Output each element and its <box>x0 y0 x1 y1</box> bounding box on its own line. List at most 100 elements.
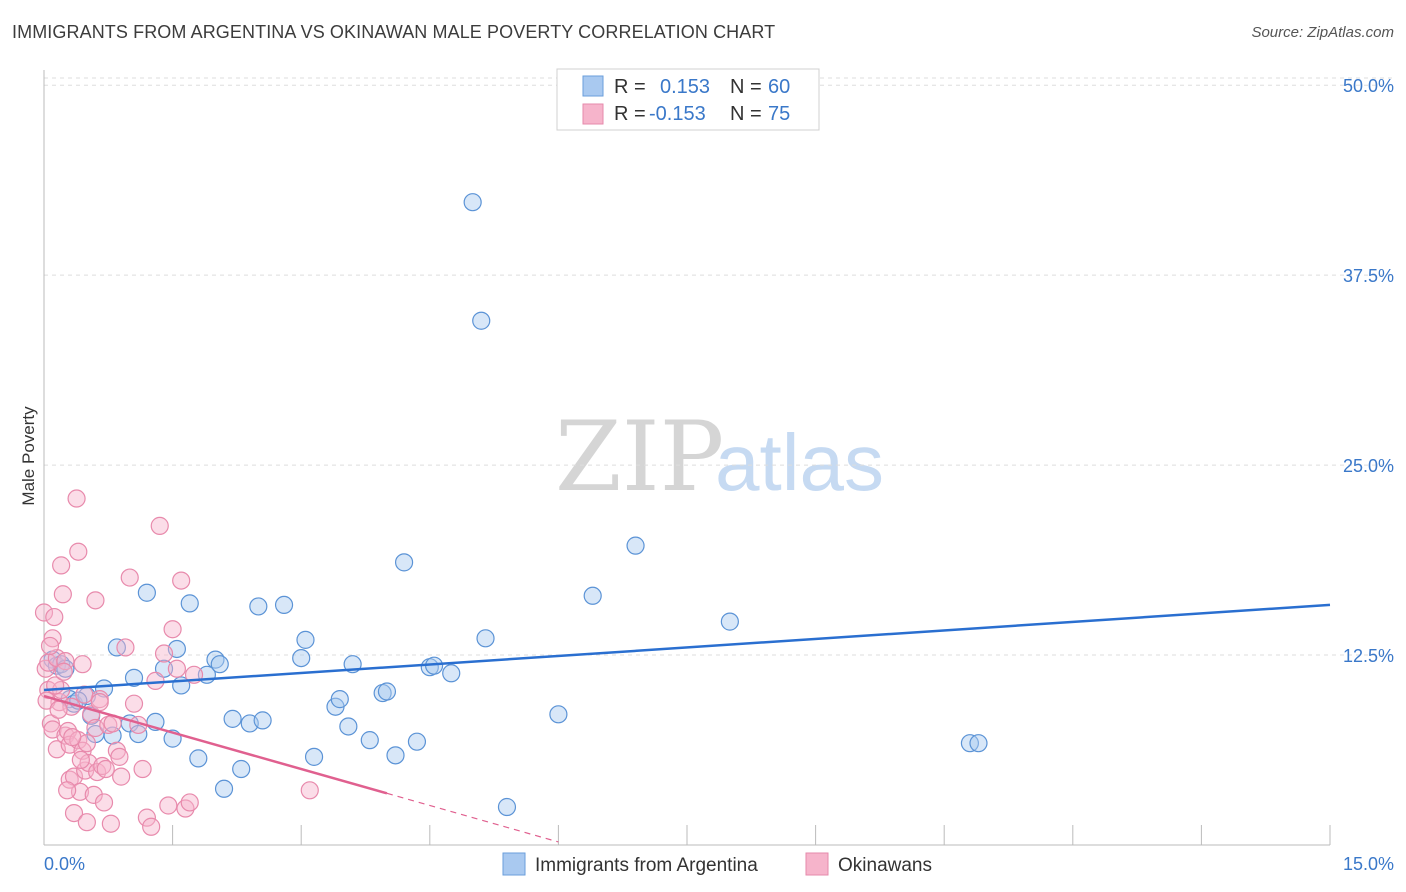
legend-n-label-2: N = <box>730 103 762 125</box>
point-argentina <box>377 682 397 701</box>
point-okinawan <box>180 793 199 812</box>
series-legend-swatch-pink <box>805 852 829 876</box>
point-argentina <box>232 759 251 779</box>
point-argentina <box>249 597 268 616</box>
point-argentina <box>296 630 315 649</box>
legend-swatch-blue <box>582 75 604 97</box>
chart-source: Source: ZipAtlas.com <box>1251 24 1394 41</box>
point-argentina <box>129 724 148 744</box>
point-argentina <box>124 668 144 687</box>
point-okinawan <box>93 756 112 776</box>
y-axis-label: Male Poverty <box>19 406 38 506</box>
point-okinawan <box>137 808 156 827</box>
series-legend-label-argentina: Immigrants from Argentina <box>535 855 758 876</box>
point-okinawan <box>64 803 84 823</box>
point-okinawan <box>101 814 120 833</box>
point-argentina <box>94 679 114 698</box>
legend-swatch-pink <box>582 103 604 125</box>
point-argentina <box>549 705 568 724</box>
point-argentina <box>720 612 739 631</box>
point-argentina <box>969 734 988 753</box>
point-argentina <box>626 536 645 555</box>
point-okinawan <box>49 700 68 719</box>
stats-legend: R = 0.153 N = 60 R = -0.153 N = 75 <box>556 68 820 131</box>
legend-n-label-1: N = <box>730 76 762 98</box>
point-okinawan <box>116 638 135 657</box>
point-okinawan <box>90 693 109 712</box>
trend-line-okinawan <box>43 694 388 795</box>
series-legend-swatch-blue <box>502 852 526 876</box>
trend-lines <box>43 603 1331 843</box>
point-okinawan <box>300 781 319 800</box>
watermark-zip: ZIP <box>555 401 724 513</box>
point-okinawan <box>86 591 105 610</box>
point-argentina <box>210 655 229 674</box>
point-okinawan <box>154 644 174 663</box>
legend-r-value-2: -0.153 <box>649 103 706 125</box>
point-okinawan <box>54 662 73 681</box>
y-tick-label: 12.5% <box>1343 646 1394 666</box>
point-argentina <box>180 594 199 613</box>
point-okinawan <box>37 691 56 710</box>
point-argentina <box>476 629 495 648</box>
point-okinawan <box>159 796 178 815</box>
point-okinawan <box>84 785 103 804</box>
trend-line-okinawan-extension <box>386 792 559 843</box>
points <box>34 193 988 836</box>
point-okinawan <box>69 542 88 561</box>
point-argentina <box>330 690 349 709</box>
point-argentina <box>442 664 461 683</box>
point-argentina <box>497 797 517 817</box>
legend-r-label-1: R = <box>614 76 646 98</box>
point-argentina <box>394 553 414 572</box>
point-okinawan <box>73 655 92 674</box>
legend-n-value-2: 75 <box>768 103 790 125</box>
point-argentina <box>214 779 234 798</box>
point-argentina <box>292 648 311 668</box>
point-okinawan <box>142 817 161 836</box>
watermark-atlas: atlas <box>715 418 884 507</box>
point-okinawan <box>53 585 72 604</box>
point-argentina <box>274 595 294 615</box>
y-tick-label: 25.0% <box>1343 456 1394 476</box>
point-argentina <box>223 709 242 728</box>
point-okinawan <box>71 750 90 770</box>
grid <box>44 77 1394 656</box>
y-tick-label: 37.5% <box>1343 266 1394 286</box>
point-okinawan <box>67 489 86 508</box>
point-okinawan <box>94 793 114 812</box>
point-argentina <box>583 586 602 605</box>
point-okinawan <box>58 781 77 800</box>
point-okinawan <box>172 571 191 590</box>
point-argentina <box>339 717 358 736</box>
point-okinawan <box>124 694 144 713</box>
x-tick-label-min: 0.0% <box>44 854 85 874</box>
point-argentina <box>137 583 156 602</box>
point-okinawan <box>52 556 71 575</box>
y-tick-label: 50.0% <box>1343 76 1394 96</box>
point-argentina <box>253 711 272 730</box>
point-argentina <box>463 193 482 212</box>
x-tick-label-max: 15.0% <box>1343 854 1394 874</box>
point-okinawan <box>63 728 82 747</box>
point-okinawan <box>146 671 165 690</box>
point-argentina <box>189 749 208 768</box>
point-okinawan <box>110 747 129 766</box>
legend-r-label-2: R = <box>614 103 646 125</box>
point-okinawan <box>167 659 186 678</box>
point-argentina <box>304 747 324 766</box>
point-okinawan <box>150 516 169 535</box>
point-okinawan <box>120 568 139 587</box>
point-okinawan <box>163 620 182 639</box>
point-okinawan <box>96 759 115 779</box>
point-okinawan <box>112 767 131 786</box>
series-legend-label-okinawans: Okinawans <box>838 855 932 876</box>
point-okinawan <box>40 636 60 656</box>
axes: 12.5% 25.0% 37.5% 50.0% <box>43 70 1394 846</box>
point-argentina <box>472 311 491 330</box>
point-argentina <box>386 746 405 765</box>
point-okinawan <box>133 759 152 779</box>
point-okinawan <box>41 714 60 733</box>
point-okinawan <box>75 685 94 704</box>
chart-title: IMMIGRANTS FROM ARGENTINA VS OKINAWAN MA… <box>12 22 776 42</box>
